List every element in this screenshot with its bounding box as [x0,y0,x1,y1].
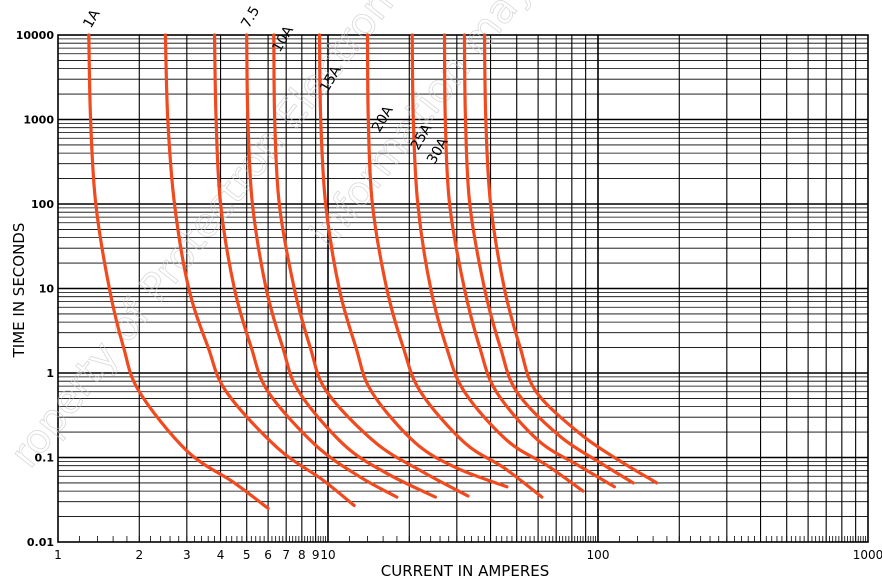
y-tick-label: 0.1 [35,452,55,465]
fuse-curve-1 [87,33,270,510]
fuse-curve-3 [212,33,399,499]
y-tick-labels: 0.01 0.1 1 10 100 1000 10000 [16,29,55,549]
fuse-curve-6 [317,33,509,489]
curves [87,33,659,510]
fuse-curve-4 [245,33,437,499]
x-tick-label: 5 [243,548,251,562]
x-tick-label: 8 [298,548,306,562]
x-tick-label: 9 [312,548,320,562]
x-tick-label: 4 [217,548,225,562]
y-tick-label: 100 [31,198,54,211]
fuse-curve-5 [272,33,470,498]
curve-label-4: 7.5 [238,4,263,31]
x-tick-label: 7 [282,548,290,562]
watermark: roperty of Protectron Electromec informa… [1,0,542,477]
x-tick-label: 100 [587,548,610,562]
x-tick-label: 6 [264,548,272,562]
fuse-curve-2 [163,33,356,508]
y-tick-label: 10 [39,283,55,296]
curve-label-1: 1A [80,7,103,31]
x-tick-label: 1000 [853,548,882,562]
fuse-curve-11 [482,33,659,485]
y-axis-title: TIME IN SECONDS [10,223,28,359]
fuse-curve-9 [442,33,616,489]
x-tick-label: 2 [135,548,143,562]
y-tick-label: 1000 [23,114,54,127]
x-tick-labels: 1 2 3 4 5 6 7 8 9 10 100 1000 [54,548,882,562]
x-tick-label: 1 [54,548,62,562]
x-axis-title: CURRENT IN AMPERES [381,562,550,580]
y-tick-label: 1 [46,367,54,380]
fuse-curve-7 [365,33,544,499]
fuse-curve-10 [462,33,635,485]
grid [57,34,869,543]
y-tick-label: 10000 [16,29,55,42]
y-tick-label: 0.01 [27,536,54,549]
fuse-curve-8 [410,33,585,493]
x-tick-label: 10 [320,548,335,562]
x-tick-label: 3 [183,548,191,562]
